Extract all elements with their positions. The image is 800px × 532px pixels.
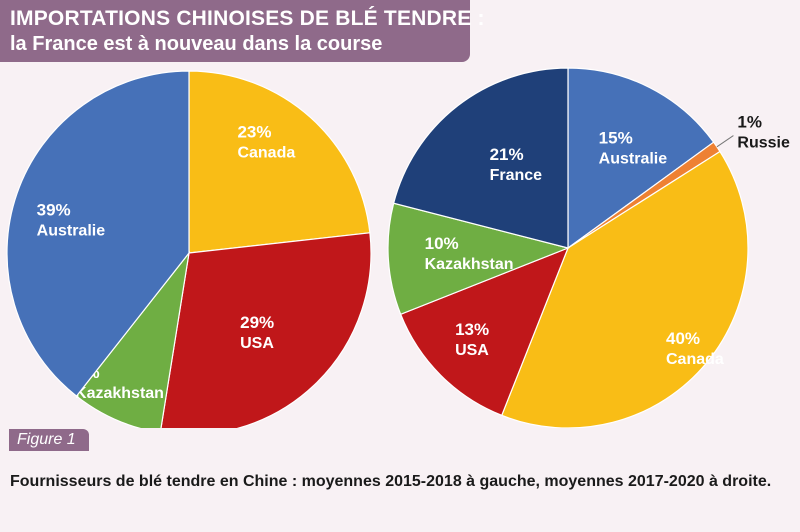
pie-slice-kazakhstan (75, 250, 190, 428)
slice-category-label: Canada (666, 351, 724, 368)
pie-slice-canada (500, 150, 749, 428)
slice-value-label: 13% (455, 320, 489, 339)
pie-slice-canada (188, 70, 371, 254)
slice-value-label: 29% (240, 313, 274, 332)
slice-category-label: Kazakhstan (425, 256, 514, 273)
slice-label-kazakhstan: 10% Kazakhstan (425, 234, 514, 273)
pie-slice-usa (399, 246, 570, 417)
slice-value-label: 1% (737, 113, 762, 132)
slice-label-australie: 39% Australie (37, 200, 106, 239)
pie-chart-right: 15% Australie 1% Russie 40% Canada 13% USA 10% Ka… (387, 67, 790, 428)
slice-category-label: Canada (237, 145, 295, 162)
slice-category-label: USA (240, 335, 274, 352)
pie-slice-australie (6, 70, 190, 397)
slice-value-label: 39% (37, 200, 71, 219)
slice-category-label: France (490, 167, 543, 184)
slice-value-label: 23% (237, 123, 271, 142)
slice-label-canada: 40% Canada (666, 329, 724, 368)
chart-title: IMPORTATIONS CHINOISES DE BLÉ TENDRE : (10, 7, 485, 30)
slice-label-usa: 29% USA (240, 313, 274, 352)
slice-value-label: 10% (425, 234, 459, 253)
slice-category-label: Australie (37, 222, 106, 239)
slice-category-label: Russie (737, 135, 790, 152)
title-banner: IMPORTATIONS CHINOISES DE BLÉ TENDRE : l… (0, 0, 485, 62)
slice-label-australie: 15% Australie (599, 129, 668, 168)
figure-label: Figure 1 (9, 429, 89, 451)
pie-slice-france (392, 67, 569, 249)
slice-value-label: 40% (666, 329, 700, 348)
slice-category-label: Kazakhstan (75, 385, 164, 402)
slice-label-france: 21% France (490, 145, 543, 184)
slice-label-russie: 1% Russie (737, 113, 790, 152)
pie-slice-kazakhstan (387, 202, 570, 316)
slice-label-canada: 23% Canada (237, 123, 295, 162)
slice-category-label: USA (455, 342, 489, 359)
pie-slice-usa (160, 232, 372, 428)
slice-value-label: 15% (599, 129, 633, 148)
pie-charts: 23%Canada29%USA8%Kazakhstan39%Australie1… (6, 67, 790, 428)
slice-value-label: 21% (490, 145, 524, 164)
pie-slice-australie (567, 67, 715, 250)
slice-category-label: Australie (599, 151, 668, 168)
figure-caption: Fournisseurs de blé tendre en Chine : mo… (10, 473, 772, 490)
chart-subtitle: la France est à nouveau dans la course (10, 33, 383, 55)
russie-leader-line (716, 135, 734, 148)
slice-label-usa: 13% USA (455, 320, 489, 359)
